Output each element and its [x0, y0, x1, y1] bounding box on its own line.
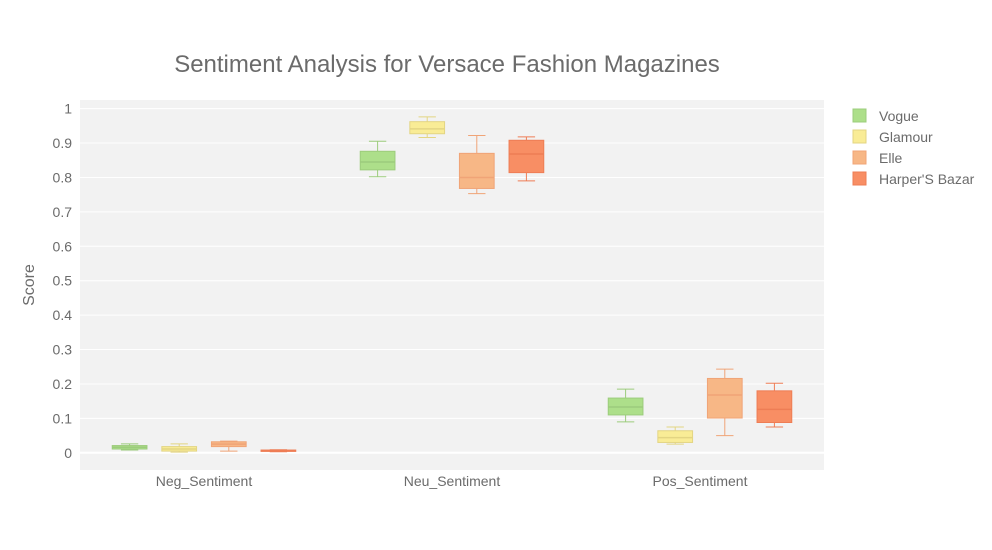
box-elle-2: [706, 368, 743, 437]
box-harper-s-bazar-2: [756, 382, 793, 428]
box-harper-s-bazar-0: [260, 449, 297, 453]
legend-label: Harper'S Bazar: [879, 171, 975, 187]
y-tick-label: 0.1: [53, 410, 73, 426]
legend-swatch: [852, 129, 867, 144]
legend-label: Glamour: [879, 129, 933, 145]
y-tick-label: 0.8: [53, 169, 73, 185]
legend-item[interactable]: Harper'S Bazar: [852, 171, 975, 187]
legend-swatch: [852, 171, 867, 186]
legend-swatch: [852, 150, 867, 165]
box-iqr: [508, 139, 545, 174]
y-tick-label: 1: [64, 101, 72, 117]
box-series: [111, 116, 793, 453]
y-tick-label: 0.9: [53, 135, 73, 151]
y-tick-label: 0.6: [53, 238, 73, 254]
grid-lines: [80, 108, 824, 454]
box-iqr: [359, 150, 396, 171]
x-tick-label: Neu_Sentiment: [404, 473, 501, 489]
legend-item[interactable]: Glamour: [852, 129, 933, 145]
plot-area: [80, 100, 824, 470]
box-iqr: [756, 390, 793, 424]
x-tick-label: Pos_Sentiment: [653, 473, 748, 489]
legend-item[interactable]: Vogue: [852, 108, 919, 124]
y-axis-ticks: 0 0.1 0.2 0.3 0.4 0.5 0.6 0.7 0.8 0.9 1: [53, 101, 73, 461]
box-glamour-1: [409, 116, 446, 139]
legend: Vogue Glamour Elle Harper'S Bazar: [852, 108, 975, 187]
legend-item[interactable]: Elle: [852, 150, 903, 166]
legend-swatch: [852, 108, 867, 123]
legend-label: Vogue: [879, 108, 919, 124]
legend-label: Elle: [879, 150, 903, 166]
box-iqr: [657, 430, 694, 443]
box-glamour-2: [657, 426, 694, 445]
box-iqr: [409, 121, 446, 135]
box-glamour-0: [161, 443, 198, 453]
y-tick-label: 0.7: [53, 204, 73, 220]
box-harper-s-bazar-1: [508, 136, 545, 182]
y-tick-label: 0.5: [53, 273, 73, 289]
box-vogue-0: [111, 443, 148, 451]
box-vogue-2: [607, 388, 644, 423]
box-elle-1: [458, 134, 495, 195]
box-iqr: [458, 152, 495, 189]
y-tick-label: 0: [64, 445, 72, 461]
y-tick-label: 0.4: [53, 307, 73, 323]
chart-title: Sentiment Analysis for Versace Fashion M…: [174, 51, 720, 78]
y-tick-label: 0.2: [53, 376, 73, 392]
box-iqr: [706, 377, 743, 419]
y-tick-label: 0.3: [53, 342, 73, 358]
box-vogue-1: [359, 140, 396, 178]
box-elle-0: [210, 440, 247, 452]
x-axis-ticks: Neg_Sentiment Neu_Sentiment Pos_Sentiment: [156, 473, 748, 489]
y-axis-label: Score: [21, 264, 38, 306]
x-tick-label: Neg_Sentiment: [156, 473, 253, 489]
